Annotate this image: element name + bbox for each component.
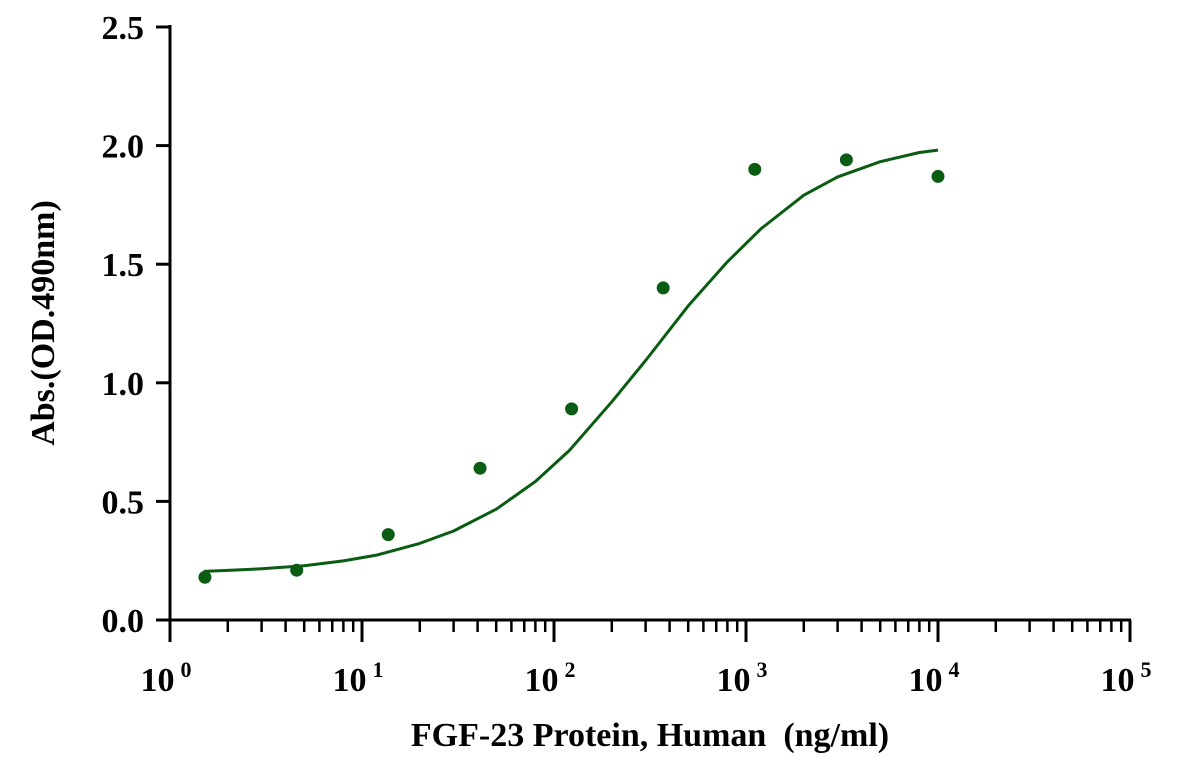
y-axis: 0.0 0.5 1.0 1.5 2.0 2.5 <box>102 10 172 640</box>
x-tick-base: 10 <box>909 662 943 699</box>
x-tick-exponent: 4 <box>949 657 960 682</box>
data-point <box>565 402 579 416</box>
y-axis-title: Abs.(OD.490nm) <box>25 200 62 446</box>
x-tick-base: 10 <box>141 662 175 699</box>
data-point <box>473 461 487 475</box>
x-tick-label: 10 4 <box>909 657 960 699</box>
x-axis-title: FGF-23 Protein, Human (ng/ml) <box>411 717 889 754</box>
x-tick-exponent: 0 <box>181 657 192 682</box>
x-tick-label: 10 2 <box>525 657 576 699</box>
x-tick-label: 10 5 <box>1101 657 1152 699</box>
x-tick-exponent: 5 <box>1141 657 1152 682</box>
y-tick-label: 0.0 <box>102 603 145 640</box>
y-tick-label: 1.5 <box>102 247 145 284</box>
x-tick-base: 10 <box>1101 662 1135 699</box>
x-tick-base: 10 <box>333 662 367 699</box>
y-tick-label: 2.0 <box>102 129 145 166</box>
x-tick-base: 10 <box>717 662 751 699</box>
fit-curve <box>203 148 939 573</box>
x-axis: 10 0 10 1 10 2 10 3 10 4 10 5 <box>141 618 1152 699</box>
data-point <box>198 570 212 584</box>
data-point <box>381 528 395 542</box>
data-points <box>198 153 945 584</box>
data-point <box>290 563 304 577</box>
x-tick-base: 10 <box>525 662 559 699</box>
x-tick-label: 10 3 <box>717 657 768 699</box>
data-point <box>839 153 853 167</box>
data-point <box>748 162 762 176</box>
data-point <box>931 169 945 183</box>
y-tick-label: 0.5 <box>102 484 145 521</box>
y-tick-label: 1.0 <box>102 366 145 403</box>
x-tick-exponent: 1 <box>373 657 384 682</box>
x-tick-label: 10 0 <box>141 657 192 699</box>
x-tick-label: 10 1 <box>333 657 384 699</box>
x-tick-exponent: 3 <box>757 657 768 682</box>
data-point <box>656 281 670 295</box>
x-tick-exponent: 2 <box>565 657 576 682</box>
fit-curve-group <box>203 148 939 573</box>
y-tick-label: 2.5 <box>102 10 145 47</box>
